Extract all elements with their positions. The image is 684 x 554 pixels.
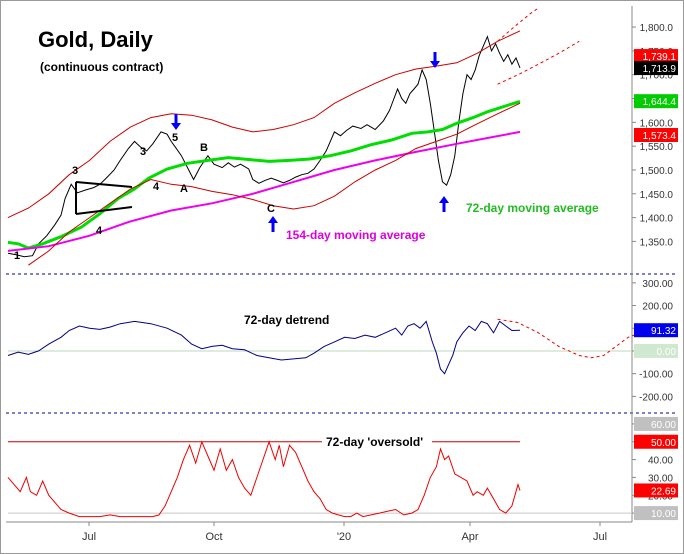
pattern-line — [75, 206, 133, 215]
y-tick-label: 40.00 — [648, 456, 673, 467]
up-arrow-icon — [268, 216, 278, 232]
chart-subtitle: (continuous contract) — [40, 60, 163, 74]
y-tick-label: 1,700.0 — [640, 71, 674, 82]
chart-value-labels-layer: 1,739.11,713.9 1,644.4 1,573.4 91.32 0.00 60.… — [634, 49, 678, 521]
x-tick-label: '20 — [337, 531, 351, 543]
chart-series-layer — [7, 7, 657, 518]
y-tick-label: 1,450.0 — [640, 190, 674, 201]
series-upper-band — [7, 30, 521, 219]
value-label: 1,739.1 — [634, 49, 678, 64]
down-arrow-icon — [430, 52, 440, 68]
wave-label: 4 — [153, 181, 160, 193]
value-label: 1,713.9 — [634, 61, 678, 76]
chart-annotations-layer: 72-day detrend 72-day 'oversold' 72-day mo… — [14, 52, 599, 449]
value-label: 1,573.4 — [634, 127, 678, 142]
x-tick-label: Jul — [82, 531, 96, 543]
value-label: 22.69 — [634, 483, 678, 498]
series-72-day-oversold — [7, 440, 521, 518]
value-label: 0.00 — [634, 343, 678, 358]
wave-label: 4 — [96, 225, 103, 237]
value-label: 91.32 — [634, 323, 678, 338]
series-72-day-moving-average — [7, 99, 521, 250]
value-label-text: 1,573.4 — [643, 131, 677, 142]
wave-label: 3 — [140, 146, 146, 158]
value-label: 50.00 — [634, 434, 678, 449]
y-tick-label: -200.00 — [639, 392, 673, 403]
chart-title: Gold, Daily — [38, 27, 154, 52]
y-tick-label: 30.00 — [648, 473, 673, 484]
value-label: 10.00 — [634, 506, 678, 521]
series-label: 72-day moving average — [466, 201, 599, 215]
series-72-day-detrend — [7, 320, 521, 375]
wave-label: 1 — [14, 250, 20, 262]
y-tick-label: 1,600.0 — [640, 118, 674, 129]
value-label: 1,644.4 — [634, 94, 678, 109]
value-label-text: 50.00 — [651, 438, 676, 449]
value-label-bg — [634, 483, 678, 498]
series-lower-band — [28, 102, 521, 266]
series-gold-price — [7, 35, 521, 258]
value-label-bg — [634, 61, 678, 76]
value-label-bg — [634, 343, 678, 358]
y-tick-label: 1,550.0 — [640, 142, 674, 153]
x-tick-label: Jul — [593, 531, 607, 543]
wave-label: 3 — [72, 165, 78, 177]
value-label-text: 1,644.4 — [643, 97, 677, 108]
up-arrow-icon — [439, 196, 449, 212]
pattern-line — [75, 181, 133, 188]
series-154-day-moving-average — [7, 130, 521, 252]
value-label-bg — [634, 434, 678, 449]
value-label-text: 91.32 — [651, 326, 676, 337]
value-label-text: 10.00 — [651, 509, 676, 520]
value-label-bg — [634, 416, 678, 431]
series-projection — [497, 318, 657, 359]
value-label-text: 0.00 — [657, 347, 677, 358]
x-tick-label: Apr — [461, 531, 478, 543]
value-label-text: 1,713.9 — [643, 64, 677, 75]
oversold-panel-title: 72-day 'oversold' — [326, 435, 423, 449]
series-label: 154-day moving average — [286, 228, 426, 242]
value-label-bg — [634, 323, 678, 338]
panel-dividers — [6, 6, 676, 523]
value-label-text: 60.00 — [651, 420, 676, 431]
wave-label: C — [267, 203, 275, 215]
value-label-text: 22.69 — [651, 486, 676, 497]
value-label-bg — [634, 127, 678, 142]
wave-label: A — [180, 183, 188, 195]
oversold-label-bg — [322, 433, 432, 448]
value-label-text: 1,739.1 — [643, 52, 677, 63]
y-tick-label: 1,350.0 — [640, 237, 674, 248]
y-tick-label: 200.00 — [642, 302, 673, 313]
x-tick-label: Oct — [205, 531, 222, 543]
value-label-bg — [634, 94, 678, 109]
down-arrow-icon — [171, 114, 181, 130]
value-label-bg — [634, 506, 678, 521]
y-tick-label: -100.00 — [639, 370, 673, 381]
wave-label: 5 — [172, 132, 178, 144]
y-tick-label: 1,800.0 — [640, 23, 674, 34]
value-label-bg — [634, 49, 678, 64]
y-tick-label: 1,400.0 — [640, 214, 674, 225]
y-tick-label: 300.00 — [642, 279, 673, 290]
detrend-panel-title: 72-day detrend — [244, 313, 329, 327]
series-upper-projection — [497, 7, 539, 42]
wave-label: B — [200, 142, 208, 154]
y-tick-label: 1,500.0 — [640, 166, 674, 177]
value-label: 60.00 — [634, 416, 678, 431]
